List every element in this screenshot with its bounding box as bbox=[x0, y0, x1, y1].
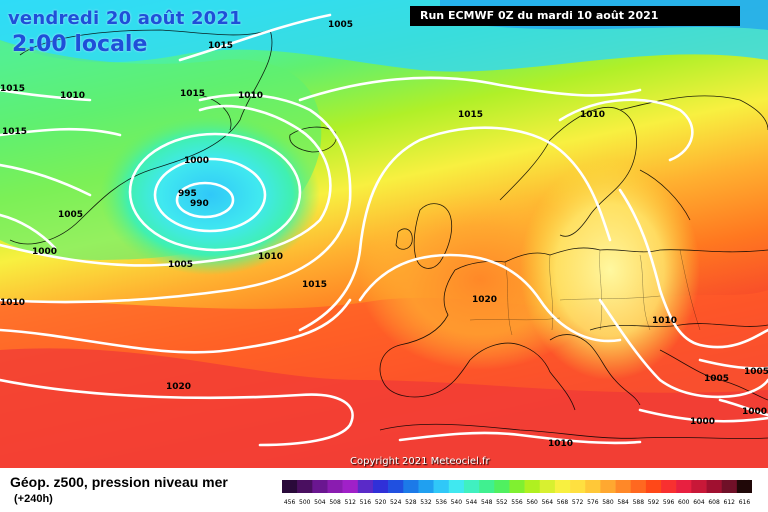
isobar-label: 1015 bbox=[0, 84, 25, 94]
scale-tick-label: 556 bbox=[511, 499, 523, 506]
scale-tick-label: 528 bbox=[405, 499, 417, 506]
isobar-labels: 1005 1015 1010 1010 1015 1015 1015 1010 … bbox=[0, 20, 729, 449]
scale-swatch bbox=[494, 480, 510, 493]
isobar-label: 1015 bbox=[2, 127, 27, 137]
isobar-label: 1010 bbox=[580, 110, 605, 120]
isobar-label: 995 bbox=[178, 189, 197, 199]
isobar-label: 1000 bbox=[742, 407, 767, 417]
forecast-lead: (+240h) bbox=[14, 493, 53, 505]
scale-swatch bbox=[676, 480, 692, 493]
isobar-label: 1010 bbox=[238, 91, 263, 101]
copyright: Copyright 2021 Meteociel.fr bbox=[350, 456, 490, 467]
scale-tick-label: 548 bbox=[481, 499, 493, 506]
scale-swatch bbox=[615, 480, 632, 493]
isobar-label: 1010 bbox=[0, 298, 25, 308]
scale-tick-label: 584 bbox=[617, 499, 629, 506]
scale-tick-label: 524 bbox=[390, 499, 402, 506]
isobar-label: 1000 bbox=[32, 247, 57, 257]
isobar-label: 1010 bbox=[652, 316, 677, 326]
scale-tick-label: 552 bbox=[496, 499, 508, 506]
weather-map: 1005 1015 1010 1010 1015 1015 1015 1010 … bbox=[0, 0, 768, 468]
isobar-label: 1000 bbox=[184, 156, 209, 166]
isobar-label: 1000 bbox=[690, 417, 715, 427]
scale-swatch bbox=[736, 480, 752, 493]
scale-swatch bbox=[661, 480, 677, 493]
run-info: Run ECMWF 0Z du mardi 10 août 2021 bbox=[410, 6, 740, 26]
legend-title: Géop. z500, pression niveau mer bbox=[10, 474, 228, 490]
scale-swatch bbox=[524, 480, 541, 493]
isobar-label: 1020 bbox=[472, 295, 497, 305]
isobar-label: 1005 bbox=[704, 374, 729, 384]
isobar-label: 1015 bbox=[208, 41, 233, 51]
scale-tick-label: 616 bbox=[739, 499, 751, 506]
scale-swatch bbox=[691, 480, 707, 493]
scale-swatch bbox=[706, 480, 722, 493]
scale-tick-label: 604 bbox=[693, 499, 705, 506]
isobar-label: 1010 bbox=[548, 439, 573, 449]
forecast-time: 2:00 locale bbox=[12, 32, 148, 57]
scale-swatch bbox=[479, 480, 495, 493]
scale-tick-label: 520 bbox=[375, 499, 387, 506]
scale-swatch bbox=[554, 480, 571, 493]
scale-swatch bbox=[342, 480, 359, 493]
scale-tick-label: 580 bbox=[602, 499, 614, 506]
isobar-label: 990 bbox=[190, 199, 209, 209]
scale-swatch bbox=[357, 480, 374, 493]
scale-tick-label: 560 bbox=[526, 499, 538, 506]
scale-swatch bbox=[509, 480, 525, 493]
isobar-label: 1015 bbox=[302, 280, 327, 290]
scale-swatch bbox=[312, 480, 328, 493]
scale-swatch bbox=[282, 480, 298, 493]
scale-swatch bbox=[600, 480, 616, 493]
scale-swatch bbox=[721, 480, 738, 493]
scale-tick-label: 456 bbox=[284, 499, 296, 506]
isobar-label: 1005 bbox=[168, 260, 193, 270]
scale-tick-label: 572 bbox=[572, 499, 584, 506]
scale-tick-label: 508 bbox=[329, 499, 341, 506]
isobar-label: 1010 bbox=[258, 252, 283, 262]
isobar-label: 1015 bbox=[180, 89, 205, 99]
isobar-label: 1020 bbox=[166, 382, 191, 392]
forecast-date: vendredi 20 août 2021 bbox=[8, 8, 242, 29]
scale-tick-label: 536 bbox=[435, 499, 447, 506]
isobar-label: 1005 bbox=[58, 210, 83, 220]
scale-tick-label: 600 bbox=[678, 499, 690, 506]
scale-swatch bbox=[403, 480, 419, 493]
scale-swatch bbox=[539, 480, 556, 493]
color-scale: 456 500 504 508 512 516 520 524 528 532 536 540 544 5… bbox=[282, 480, 752, 506]
scale-tick-label: 568 bbox=[557, 499, 569, 506]
scale-tick-label: 564 bbox=[542, 499, 554, 506]
scale-swatch bbox=[327, 480, 343, 493]
scale-tick-label: 500 bbox=[299, 499, 311, 506]
scale-swatch bbox=[463, 480, 480, 493]
isobar-label: 1010 bbox=[60, 91, 85, 101]
isobar-label: 1005 bbox=[328, 20, 353, 30]
scale-tick-label: 540 bbox=[451, 499, 463, 506]
isobar-label: 1005 bbox=[744, 367, 768, 377]
scale-swatch bbox=[433, 480, 450, 493]
scale-swatch bbox=[372, 480, 389, 493]
isobar-label: 1015 bbox=[458, 110, 483, 120]
scale-swatch bbox=[645, 480, 662, 493]
scale-swatch bbox=[448, 480, 465, 493]
scale-tick-label: 512 bbox=[345, 499, 357, 506]
scale-swatch bbox=[630, 480, 647, 493]
scale-tick-label: 608 bbox=[708, 499, 720, 506]
scale-tick-label: 516 bbox=[360, 499, 372, 506]
scale-tick-label: 532 bbox=[420, 499, 432, 506]
scale-tick-label: 612 bbox=[724, 499, 736, 506]
scale-swatch bbox=[570, 480, 586, 493]
scale-swatch bbox=[585, 480, 601, 493]
legend-bar: Géop. z500, pression niveau mer (+240h) … bbox=[0, 468, 768, 512]
scale-tick-label: 576 bbox=[587, 499, 599, 506]
scale-swatch bbox=[297, 480, 313, 493]
scale-tick-label: 596 bbox=[663, 499, 675, 506]
scale-tick-label: 588 bbox=[633, 499, 645, 506]
scale-tick-label: 592 bbox=[648, 499, 660, 506]
scale-swatch bbox=[418, 480, 434, 493]
scale-tick-label: 544 bbox=[466, 499, 478, 506]
scale-tick-label: 504 bbox=[314, 499, 326, 506]
scale-swatch bbox=[388, 480, 404, 493]
